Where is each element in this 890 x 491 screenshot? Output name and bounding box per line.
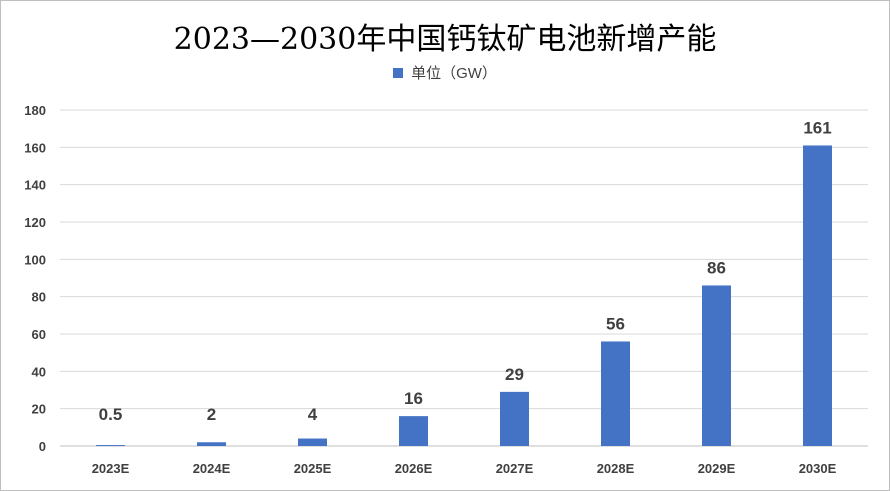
bar bbox=[96, 445, 125, 446]
y-tick-label: 120 bbox=[24, 215, 46, 230]
y-axis-ticks: 0 20 40 60 80 100 120 140 160 180 bbox=[24, 103, 46, 454]
data-label: 4 bbox=[308, 405, 318, 424]
x-tick-label: 2024E bbox=[193, 461, 231, 476]
chart-legend: 单位（GW） bbox=[0, 62, 890, 83]
x-tick-label: 2026E bbox=[395, 461, 433, 476]
y-tick-label: 0 bbox=[39, 439, 46, 454]
legend-swatch bbox=[393, 68, 404, 78]
x-tick-label: 2025E bbox=[294, 461, 332, 476]
gridlines bbox=[60, 109, 868, 447]
bar bbox=[500, 391, 529, 446]
data-label: 86 bbox=[707, 258, 726, 277]
bar bbox=[197, 442, 226, 446]
y-tick-label: 160 bbox=[24, 140, 46, 155]
bar bbox=[399, 416, 428, 446]
y-tick-label: 60 bbox=[32, 327, 46, 342]
x-tick-label: 2029E bbox=[698, 461, 736, 476]
x-tick-label: 2030E bbox=[799, 461, 837, 476]
legend-label: 单位（GW） bbox=[411, 65, 497, 82]
data-labels: 0.5 2 4 16 29 56 86 161 bbox=[99, 118, 832, 424]
data-label: 161 bbox=[803, 118, 831, 137]
bar bbox=[702, 285, 731, 446]
y-tick-label: 180 bbox=[24, 103, 46, 118]
data-label: 56 bbox=[606, 314, 625, 333]
y-tick-label: 140 bbox=[24, 178, 46, 193]
x-tick-label: 2028E bbox=[597, 461, 635, 476]
data-label: 16 bbox=[404, 389, 423, 408]
x-axis-ticks: 2023E 2024E 2025E 2026E 2027E 2028E 2029E 2030E bbox=[92, 461, 837, 476]
bars bbox=[96, 145, 832, 446]
y-tick-label: 40 bbox=[32, 364, 46, 379]
y-tick-label: 100 bbox=[24, 252, 46, 267]
y-tick-label: 20 bbox=[32, 402, 46, 417]
y-tick-label: 80 bbox=[32, 290, 46, 305]
data-label: 29 bbox=[505, 365, 524, 384]
data-label: 2 bbox=[207, 405, 216, 424]
bar bbox=[601, 341, 630, 446]
x-tick-label: 2027E bbox=[496, 461, 534, 476]
data-label: 0.5 bbox=[99, 405, 123, 424]
chart-title: 2023—2030年中国钙钛矿电池新增产能 bbox=[173, 22, 717, 57]
bar bbox=[298, 438, 327, 446]
x-tick-label: 2023E bbox=[92, 461, 130, 476]
bar bbox=[803, 145, 832, 446]
